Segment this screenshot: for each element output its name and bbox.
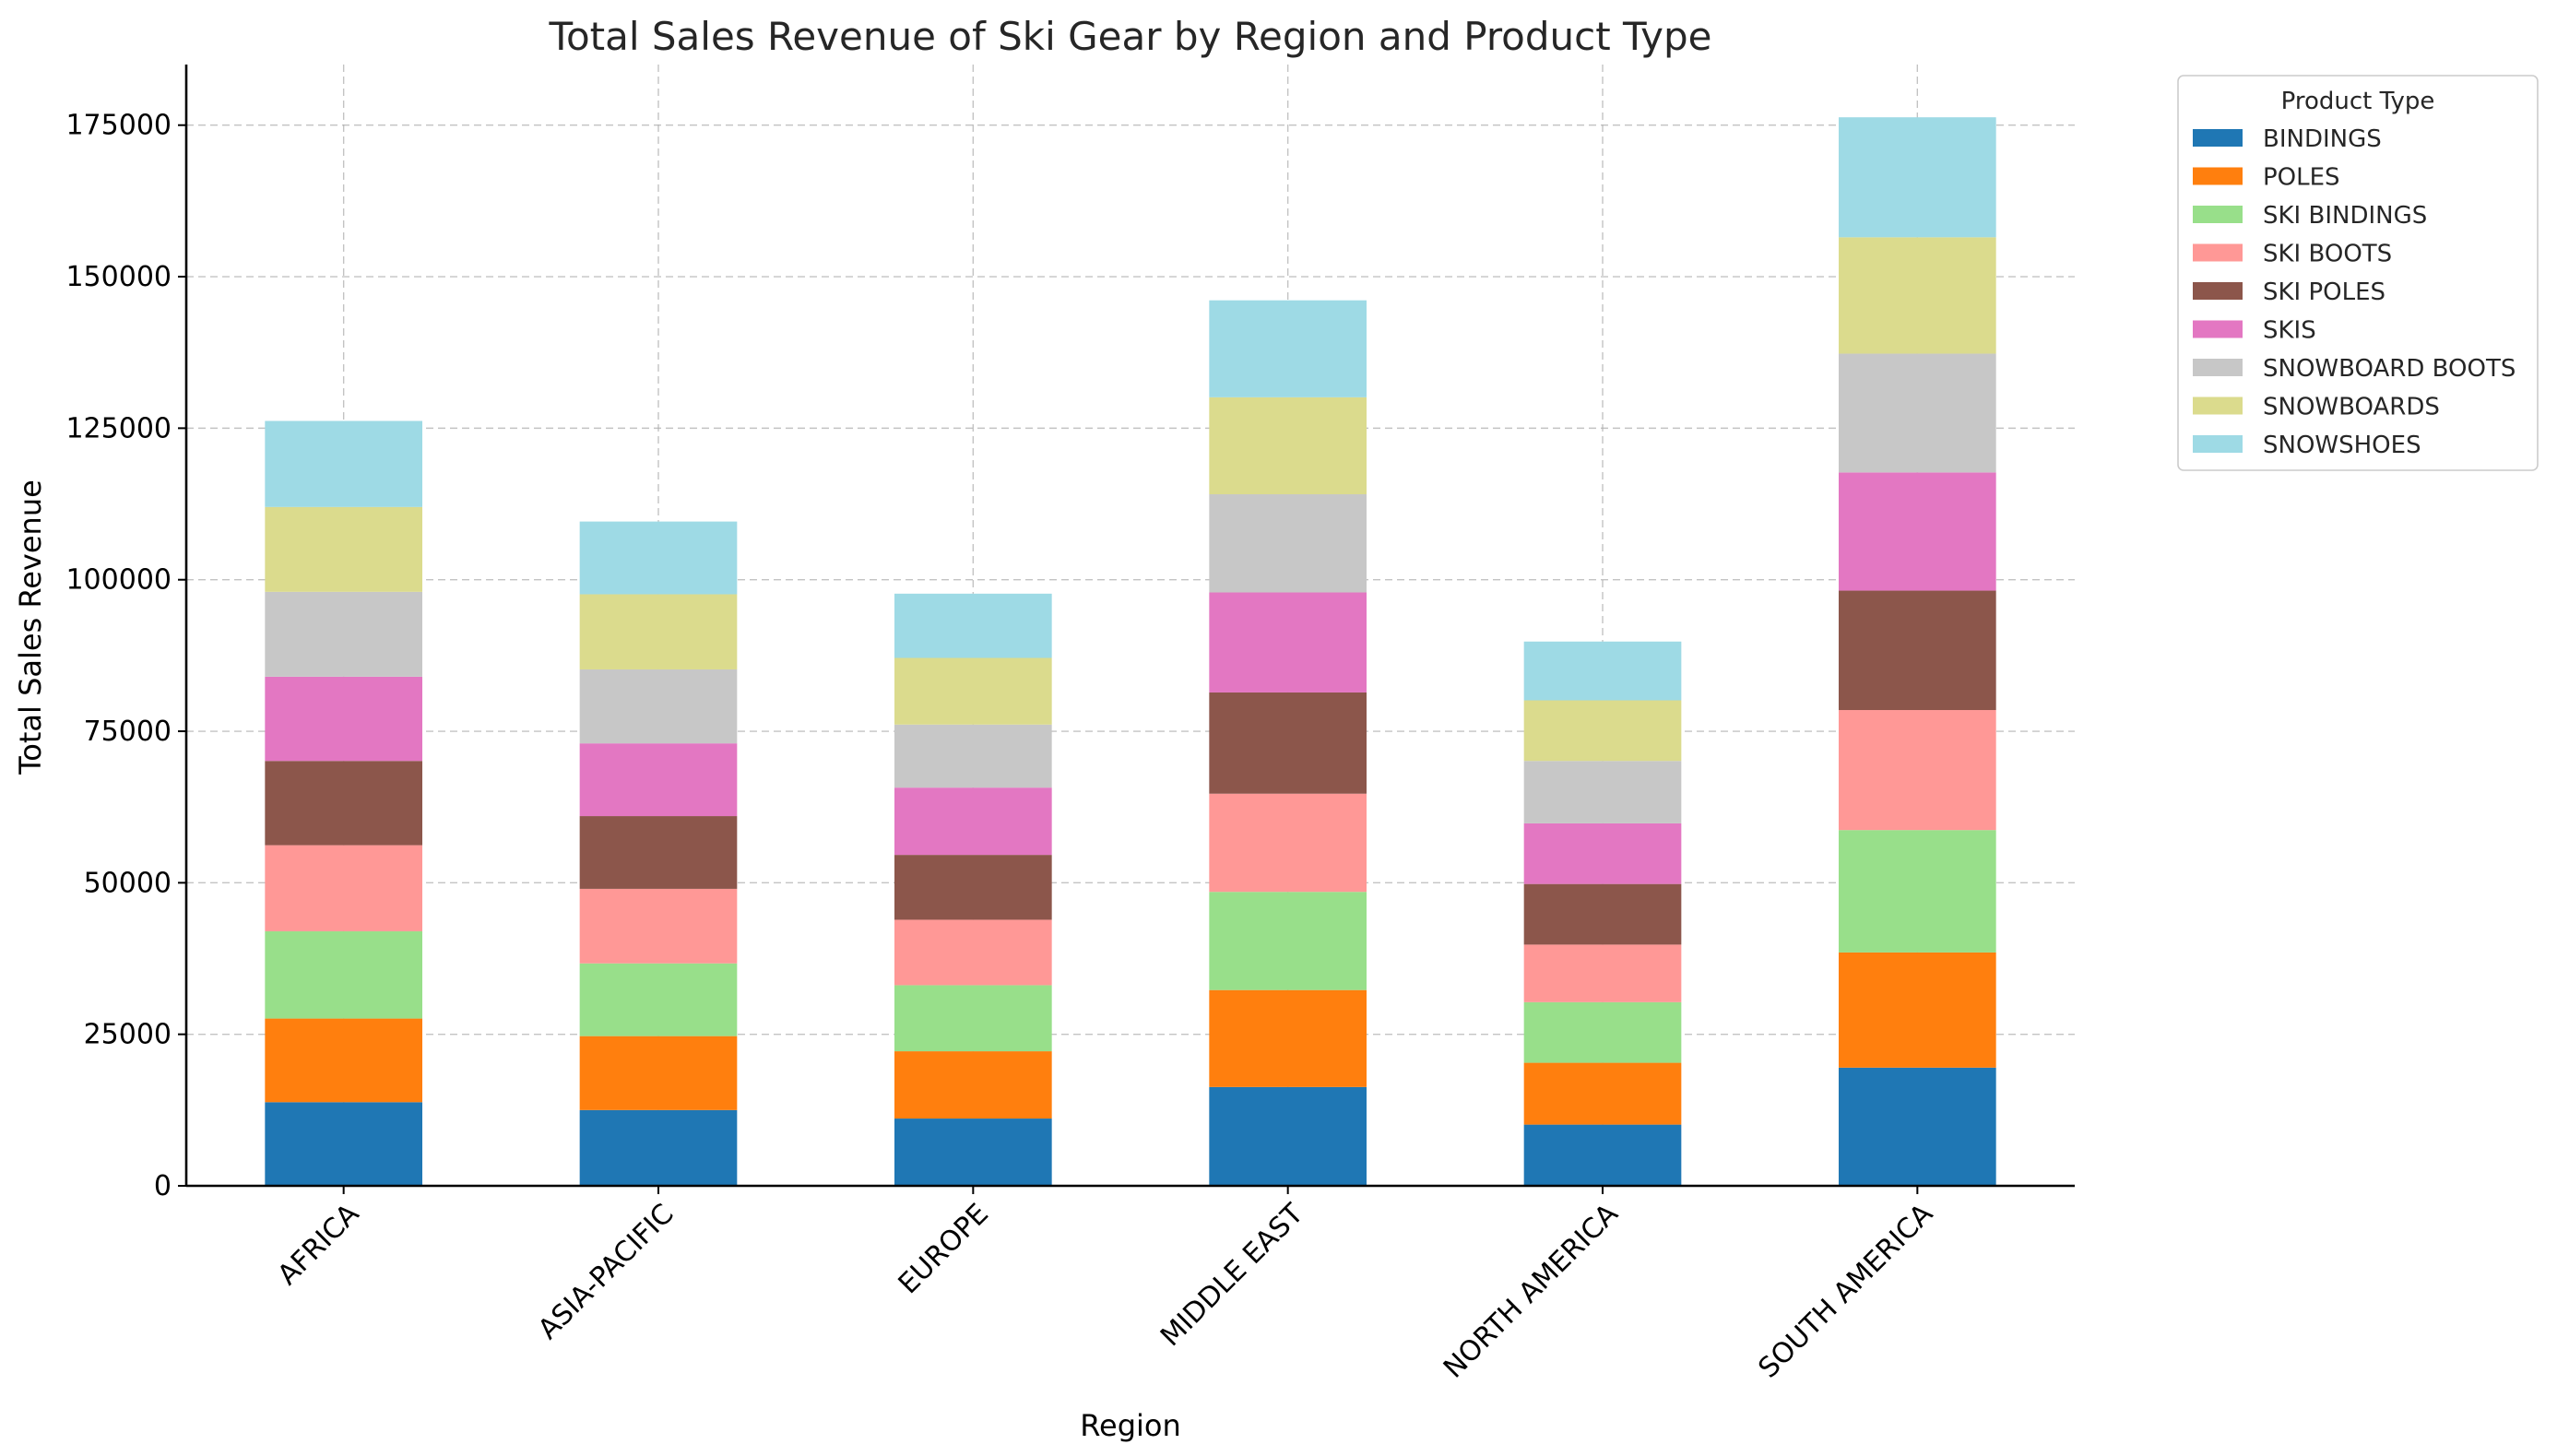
grid-layer [186,65,2075,1187]
legend-label: SKIS [2263,317,2316,345]
bar-segment [894,657,1052,725]
bar-segment [1209,692,1367,794]
y-tick-label: 75000 [84,716,172,748]
bar-segment [1839,830,1996,953]
legend-label: POLES [2263,164,2340,192]
legend-label: SKI BOOTS [2263,241,2392,268]
bar-segment [894,724,1052,788]
bar-segment [1523,944,1682,1002]
legend-title: Product Type [2281,88,2435,115]
legend-label: SKI BINDINGS [2263,202,2427,230]
bar-segment [579,963,738,1036]
bar-segment [579,521,738,595]
bar-segment [1209,892,1367,990]
legend-swatch [2193,282,2243,300]
y-tick-label: 50000 [84,867,172,899]
bar-segment [1209,989,1367,1087]
bar-segment [1839,237,1996,354]
x-tick-label: EUROPE [893,1198,995,1300]
bar-segment [1839,117,1996,238]
bar-segment [1209,592,1367,692]
x-tick-label: ASIA-PACIFIC [532,1198,681,1346]
legend-swatch [2193,397,2243,415]
bar-segment [894,787,1052,856]
bar-segment [894,919,1052,986]
bar-segment [894,593,1052,658]
bar-segment [1523,1001,1682,1063]
bar-segment [579,743,738,817]
x-tick-label: AFRICA [272,1198,366,1292]
legend-swatch [2193,359,2243,376]
y-ticks: 0 25000 50000 75000 100000 125000 150000 175000 [65,110,186,1202]
bar-segment [265,1018,422,1103]
bar-segment [1209,300,1367,397]
bar-segment [894,855,1052,920]
bar-segment [579,816,738,889]
bar-segment [579,594,738,669]
bar-segment [1523,883,1682,945]
legend-label: SNOWBOARDS [2263,394,2440,421]
legend-swatch [2193,167,2243,185]
legend-swatch [2193,129,2243,147]
x-tick-label: NORTH AMERICA [1438,1198,1625,1385]
bar-segment [1209,494,1367,593]
bar-segment [1839,472,1996,591]
y-tick-label: 100000 [65,564,172,597]
bar-segment [265,506,422,592]
bar-segment [265,930,422,1019]
bar-segment [265,676,422,762]
bar-segment [1523,1062,1682,1125]
bar-segment [265,591,422,677]
y-axis-title: Total Sales Revenue [13,479,48,775]
legend-label: BINDINGS [2263,125,2382,153]
y-tick-label: 150000 [65,261,172,293]
bar-segment [1839,590,1996,711]
legend-swatch [2193,435,2243,453]
x-axis-title: Region [1080,1408,1181,1443]
axes-layer [184,65,2075,1188]
bar-segment [265,761,422,846]
bar-segment [1523,761,1682,823]
bar-segment [579,669,738,744]
bar-segment [1523,700,1682,762]
legend: Product Type BINDINGS POLES SKI BINDINGS SK… [2177,75,2539,471]
x-tick-label: SOUTH AMERICA [1752,1198,1939,1385]
bar-segment [1839,952,1996,1068]
bar-segment [1839,353,1996,473]
bar-segment [1209,793,1367,893]
legend-swatch [2193,320,2243,338]
bar-segment [265,845,422,931]
bar-segment [579,1036,738,1110]
bar-segment [579,1109,738,1186]
legend-swatch [2193,206,2243,223]
legend-swatch [2193,243,2243,262]
bar-segment [894,1119,1052,1186]
bars-layer [265,117,1996,1186]
bar-segment [579,888,738,964]
bar-segment [1839,1067,1996,1186]
bar-segment [1523,1124,1682,1186]
bar-segment [265,420,422,507]
legend-label: SNOWSHOES [2263,432,2421,459]
bar-segment [1209,397,1367,495]
y-tick-label: 125000 [65,412,172,444]
legend-label: SKI POLES [2263,278,2385,306]
bar-segment [1209,1086,1367,1186]
legend-items: BINDINGS POLES SKI BINDINGS SKI BOOTS SKI PO… [2193,125,2516,459]
bar-segment [894,1051,1052,1119]
bar-segment [1523,823,1682,884]
bar-segment [1523,641,1682,701]
y-tick-label: 175000 [65,110,172,142]
x-ticks: AFRICA ASIA-PACIFIC EUROPE MIDDLE EAST NORTH… [272,1186,1939,1385]
legend-label: SNOWBOARD BOOTS [2263,355,2516,383]
y-tick-label: 0 [154,1170,172,1202]
chart-title: Total Sales Revenue of Ski Gear by Regio… [548,14,1711,59]
bar-segment [265,1102,422,1186]
legend-frame [2177,75,2539,471]
bar-segment [894,985,1052,1052]
bar-segment [1839,710,1996,831]
y-tick-label: 25000 [84,1019,172,1051]
x-tick-label: MIDDLE EAST [1154,1197,1310,1353]
